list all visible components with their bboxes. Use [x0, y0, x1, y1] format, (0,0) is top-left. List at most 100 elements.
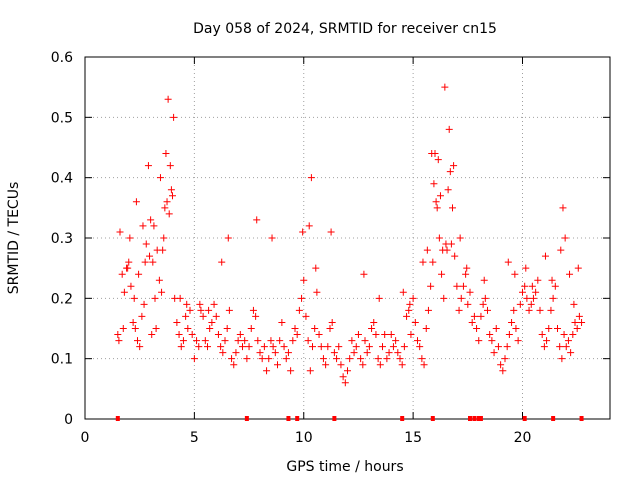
- data-point: [433, 204, 441, 212]
- data-point: [175, 331, 183, 339]
- data-point: [164, 95, 172, 103]
- data-point: [287, 367, 295, 375]
- data-point: [166, 162, 174, 170]
- data-point: [488, 337, 496, 345]
- data-point: [522, 264, 530, 272]
- data-point: [427, 282, 435, 290]
- data-point: [256, 349, 264, 357]
- data-point: [396, 355, 404, 363]
- data-point: [130, 294, 138, 302]
- data-point: [224, 234, 232, 242]
- data-point: [424, 306, 432, 314]
- data-point: [214, 331, 222, 339]
- data-point: [441, 83, 449, 91]
- data-point: [354, 331, 362, 339]
- data-point: [196, 300, 204, 308]
- data-point: [573, 325, 581, 332]
- data-point: [176, 294, 184, 302]
- data-point: [501, 355, 509, 363]
- data-point: [304, 337, 312, 345]
- data-point: [510, 306, 518, 314]
- data-point: [173, 318, 181, 326]
- data-point: [315, 331, 323, 339]
- baseline-marker: [115, 416, 120, 421]
- data-point: [389, 343, 397, 351]
- data-point: [372, 331, 380, 339]
- data-point: [267, 337, 275, 345]
- data-point: [464, 300, 472, 308]
- data-point: [486, 331, 494, 339]
- x-tick-label: 10: [295, 430, 313, 446]
- data-point: [456, 234, 464, 242]
- data-point: [165, 210, 173, 218]
- data-point: [253, 216, 261, 224]
- data-point: [212, 312, 220, 320]
- data-point: [578, 318, 586, 326]
- data-point: [218, 258, 226, 266]
- data-point: [436, 192, 444, 200]
- data-point: [554, 325, 561, 332]
- data-point: [545, 325, 553, 332]
- data-point: [383, 355, 391, 363]
- data-point: [571, 318, 579, 326]
- data-point: [167, 186, 175, 194]
- data-point: [188, 331, 196, 339]
- data-point: [228, 355, 236, 363]
- baseline-marker: [522, 416, 527, 421]
- data-point: [249, 306, 257, 314]
- data-point: [131, 325, 139, 332]
- data-point: [455, 306, 463, 314]
- data-point: [221, 337, 229, 345]
- data-point: [519, 288, 526, 296]
- data-point: [155, 276, 163, 284]
- data-point: [184, 325, 192, 332]
- data-point: [274, 361, 281, 369]
- data-point: [463, 264, 471, 272]
- data-point: [311, 325, 319, 332]
- data-point: [289, 337, 297, 345]
- data-point: [462, 270, 470, 278]
- data-point: [480, 276, 488, 284]
- data-point: [497, 361, 505, 369]
- data-point: [560, 331, 568, 339]
- data-point: [444, 186, 452, 194]
- data-point: [341, 379, 349, 387]
- data-point: [432, 198, 440, 206]
- data-point: [127, 282, 135, 290]
- data-point: [225, 306, 233, 314]
- baseline-marker: [478, 416, 483, 421]
- data-point: [400, 343, 408, 351]
- data-point: [423, 246, 431, 254]
- data-point: [398, 361, 406, 369]
- data-point: [182, 312, 190, 320]
- data-point: [291, 325, 299, 332]
- data-point: [419, 258, 427, 266]
- data-point: [298, 294, 306, 302]
- data-point: [204, 343, 211, 351]
- data-point: [140, 300, 148, 308]
- data-point: [201, 337, 209, 345]
- data-point: [144, 162, 152, 170]
- data-point: [271, 349, 279, 357]
- data-point: [381, 331, 389, 339]
- data-point: [247, 325, 255, 332]
- data-point: [230, 361, 238, 369]
- data-point: [293, 331, 301, 339]
- data-point: [375, 294, 383, 302]
- data-point: [124, 264, 132, 272]
- data-point: [561, 234, 569, 242]
- baseline-marker: [400, 416, 405, 421]
- data-point: [564, 337, 572, 345]
- data-point: [306, 367, 314, 375]
- data-point: [361, 337, 369, 345]
- data-point: [335, 343, 343, 351]
- data-point: [503, 343, 511, 351]
- data-point: [252, 312, 260, 320]
- data-point: [149, 258, 157, 266]
- data-point: [190, 355, 198, 363]
- data-point: [148, 331, 156, 339]
- data-point: [151, 294, 159, 302]
- data-point: [406, 300, 414, 308]
- data-point: [322, 361, 330, 369]
- data-point: [574, 264, 582, 272]
